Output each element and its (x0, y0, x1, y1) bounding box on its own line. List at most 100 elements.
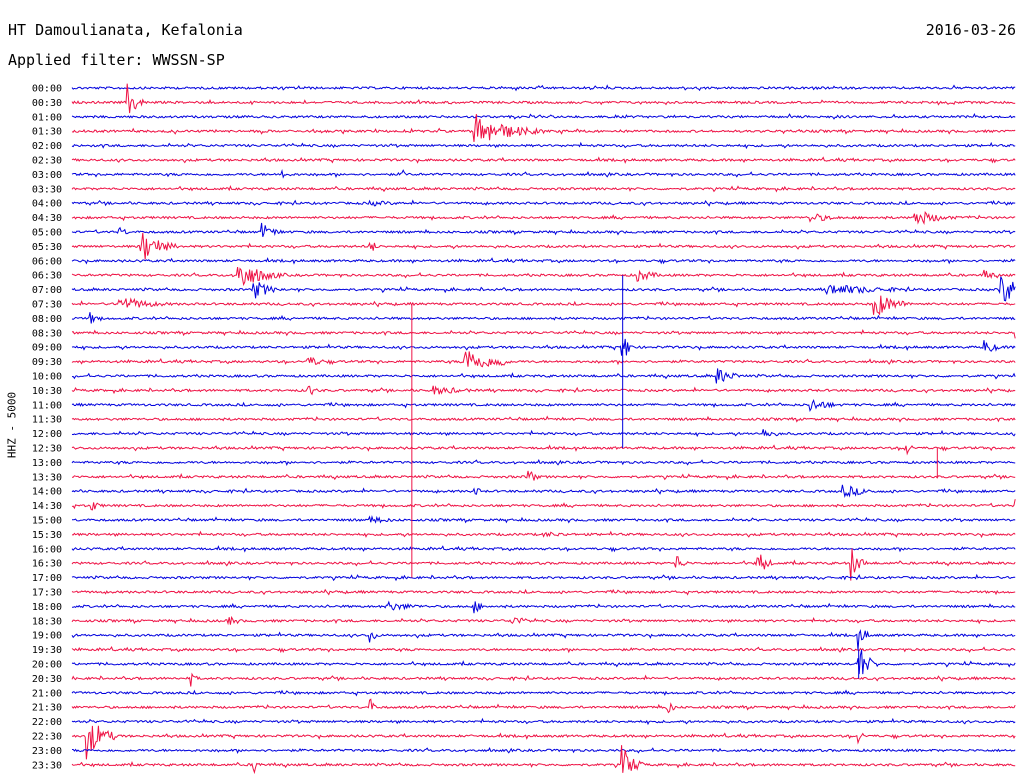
row-label: 20:00 (32, 660, 62, 671)
row-label: 11:00 (32, 400, 62, 411)
row-label: 00:00 (32, 84, 62, 95)
trace-row (71, 615, 1016, 626)
row-label: 15:00 (32, 516, 62, 527)
row-label: 19:00 (32, 631, 62, 642)
trace-group (71, 83, 1016, 775)
row-label: 05:00 (32, 228, 62, 239)
trace-row (71, 312, 1016, 324)
row-label: 10:00 (32, 372, 62, 383)
row-label: 05:30 (32, 242, 62, 253)
trace-row (71, 168, 1016, 179)
row-label: 17:30 (32, 588, 62, 599)
row-label: 16:30 (32, 559, 62, 570)
trace-row (71, 276, 1016, 302)
row-label: 13:30 (32, 472, 62, 483)
trace-row (71, 398, 1016, 412)
row-label: 13:00 (32, 458, 62, 469)
row-label: 08:00 (32, 314, 62, 325)
trace-row (71, 545, 1016, 553)
trace-row (71, 415, 1016, 423)
row-label: 12:30 (32, 444, 62, 455)
row-label: 04:00 (32, 199, 62, 210)
trace-row (71, 156, 1016, 164)
trace-row (71, 83, 1016, 114)
trace-row (72, 600, 1016, 614)
row-label: 06:00 (32, 256, 62, 267)
row-label: 07:00 (32, 285, 62, 296)
trace-row (71, 444, 1016, 456)
trace-row (71, 328, 1016, 339)
trace-row (71, 385, 1016, 396)
record-date: 2016-03-26 (925, 21, 1016, 39)
trace-row (71, 232, 1016, 260)
row-label: 16:00 (32, 544, 62, 555)
row-label: 09:30 (32, 357, 62, 368)
trace-row (71, 672, 1016, 687)
row-label: 03:30 (32, 184, 62, 195)
trace-row (71, 338, 1016, 356)
trace-row (71, 698, 1016, 714)
row-label: 02:30 (32, 156, 62, 167)
trace-row (71, 499, 1016, 511)
trace-row (71, 295, 1016, 316)
trace-row (72, 515, 1016, 524)
row-label: 10:30 (32, 386, 62, 397)
trace-row (71, 368, 1016, 384)
trace-row (71, 210, 1016, 226)
row-label: 14:30 (32, 501, 62, 512)
trace-row (71, 429, 1016, 438)
row-label: 09:00 (32, 343, 62, 354)
row-label: 21:00 (32, 688, 62, 699)
row-label: 23:30 (32, 760, 62, 771)
station-title: HT Damoulianata, Kefalonia (8, 21, 243, 39)
trace-row (71, 629, 1016, 651)
row-label: 20:30 (32, 674, 62, 685)
trace-row (71, 649, 1016, 675)
trace-row (71, 84, 1016, 92)
row-label: 08:30 (32, 328, 62, 339)
filter-label: Applied filter: WWSSN-SP (8, 51, 225, 69)
row-label: 11:30 (32, 415, 62, 426)
trace-row (71, 114, 1016, 142)
row-label: 12:00 (32, 429, 62, 440)
row-label: 19:30 (32, 645, 62, 656)
row-label: 07:30 (32, 300, 62, 311)
row-label: 03:00 (32, 170, 62, 181)
trace-row (71, 548, 1016, 581)
trace-row (71, 141, 1016, 150)
trace-row (71, 717, 1016, 726)
row-label: 17:00 (32, 573, 62, 584)
trace-row (71, 459, 1016, 467)
trace-row (71, 484, 1016, 498)
row-label: 00:30 (32, 98, 62, 109)
trace-row (71, 646, 1016, 654)
trace-row (71, 745, 1016, 775)
row-label: 06:30 (32, 271, 62, 282)
trace-row (71, 257, 1016, 265)
trace-row (71, 689, 1016, 697)
row-label: 22:30 (32, 732, 62, 743)
row-label-group: 00:00 00:30 01:00 01:30 02:00 02:30 03:00 03:30… (32, 84, 62, 772)
trace-row (71, 588, 1016, 596)
row-label: 01:00 (32, 112, 62, 123)
trace-row (72, 747, 1016, 755)
trace-row (72, 470, 1016, 481)
trace-row (71, 725, 1016, 760)
row-label: 02:00 (32, 141, 62, 152)
trace-row (71, 184, 1016, 193)
row-label: 14:00 (32, 487, 62, 498)
row-label: 22:00 (32, 717, 62, 728)
trace-row (71, 530, 1016, 539)
trace-row (71, 222, 1016, 237)
trace-row (71, 351, 1016, 368)
trace-row (71, 573, 1016, 582)
row-label: 21:30 (32, 703, 62, 714)
trace-row (71, 267, 1016, 287)
trace-row (71, 199, 1016, 207)
row-label: 23:00 (32, 746, 62, 757)
trace-row (71, 113, 1016, 120)
row-label: 01:30 (32, 127, 62, 138)
row-label: 15:30 (32, 530, 62, 541)
row-label: 04:30 (32, 213, 62, 224)
